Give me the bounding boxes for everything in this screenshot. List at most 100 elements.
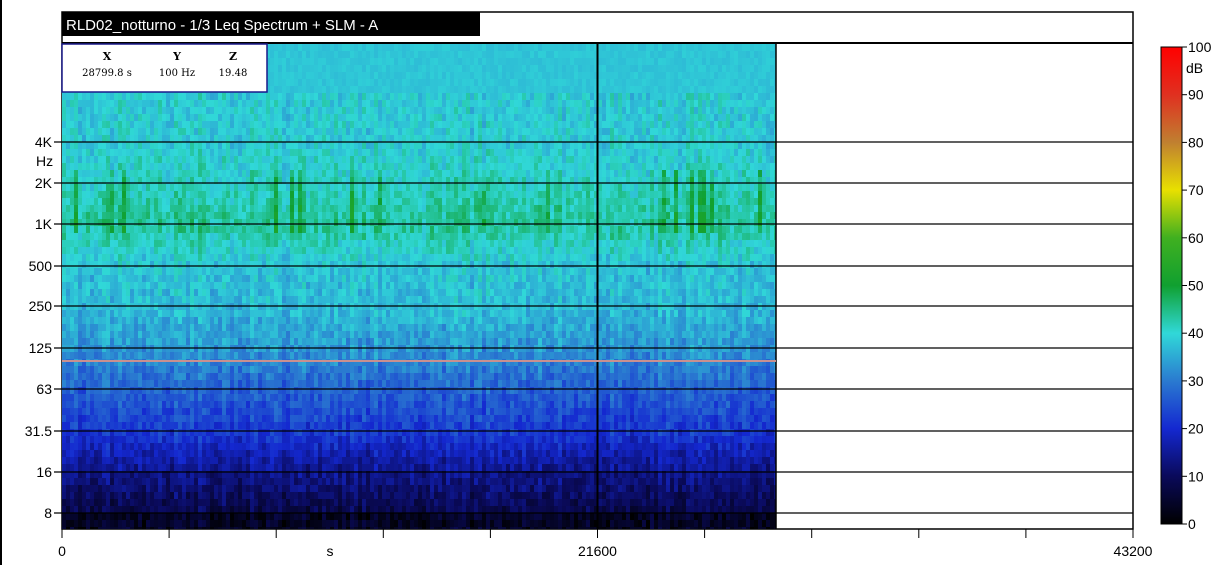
- spectrogram-cell: [346, 156, 350, 163]
- spectrogram-cell: [126, 520, 130, 527]
- spectrogram-cell: [206, 114, 210, 121]
- spectrogram-cell: [126, 135, 130, 142]
- spectrogram-cell: [330, 268, 334, 275]
- spectrogram-cell: [346, 149, 350, 156]
- spectrogram-cell: [78, 436, 82, 443]
- spectrogram-cell: [90, 219, 94, 226]
- spectrogram-cell: [294, 394, 298, 401]
- spectrogram-cell: [306, 79, 310, 86]
- spectrogram-cell: [286, 415, 290, 422]
- spectrogram-cell: [190, 394, 194, 401]
- spectrogram-cell: [94, 331, 98, 338]
- spectrogram-cell: [326, 254, 330, 261]
- spectrogram-cell: [138, 177, 142, 184]
- spectrogram-cell: [150, 352, 154, 359]
- spectrogram-cell: [158, 387, 162, 394]
- spectrogram-cell: [262, 394, 266, 401]
- spectrogram-cell: [254, 128, 258, 135]
- spectrogram-cell: [154, 506, 158, 513]
- spectrogram-cell: [306, 275, 310, 282]
- spectrogram-cell: [226, 233, 230, 240]
- spectrogram-cell: [338, 422, 342, 429]
- spectrogram-cell: [210, 149, 214, 156]
- spectrogram-cell: [202, 359, 206, 366]
- spectrogram-cell: [250, 429, 254, 436]
- spectrogram-cell: [294, 254, 298, 261]
- spectrogram-cell: [138, 219, 142, 226]
- spectrogram-cell: [310, 387, 314, 394]
- spectrogram-cell: [98, 107, 102, 114]
- spectrogram-cell: [250, 128, 254, 135]
- spectrogram-cell: [90, 261, 94, 268]
- spectrogram-cell: [234, 205, 238, 212]
- spectrogram-cell: [218, 107, 222, 114]
- spectrogram-cell: [174, 289, 178, 296]
- spectrogram-cell: [298, 457, 302, 464]
- spectrogram-cell: [150, 198, 154, 205]
- spectrogram-cell: [122, 478, 126, 485]
- spectrogram-cell: [174, 464, 178, 471]
- spectrogram-cell: [330, 79, 334, 86]
- spectrogram-cell: [142, 310, 146, 317]
- spectrogram-cell: [334, 485, 338, 492]
- spectrogram-cell: [178, 233, 182, 240]
- spectrogram-cell: [110, 464, 114, 471]
- spectrogram-cell: [230, 317, 234, 324]
- spectrogram-cell: [102, 352, 106, 359]
- spectrogram-cell: [218, 506, 222, 513]
- spectrogram-cell: [342, 93, 346, 100]
- spectrogram-cell: [102, 156, 106, 163]
- spectrogram-cell: [310, 485, 314, 492]
- spectrogram-cell: [150, 527, 154, 529]
- spectrogram-cell: [110, 198, 114, 205]
- spectrogram-cell: [250, 324, 254, 331]
- spectrogram-cell: [270, 135, 274, 142]
- spectrogram-cell: [322, 408, 326, 415]
- spectrogram-cell: [142, 513, 146, 520]
- spectrogram-cell: [166, 233, 170, 240]
- spectrogram-cell: [114, 128, 118, 135]
- spectrogram-cell: [330, 44, 334, 51]
- spectrogram-cell: [154, 499, 158, 506]
- spectrogram-cell: [174, 282, 178, 289]
- spectrogram-cell: [310, 163, 314, 170]
- spectrogram-cell: [158, 499, 162, 506]
- spectrogram-cell: [194, 324, 198, 331]
- spectrogram-cell: [302, 268, 306, 275]
- spectrogram-cell: [134, 184, 138, 191]
- spectrogram-cell: [262, 205, 266, 212]
- spectrogram-cell: [158, 163, 162, 170]
- spectrogram-cell: [270, 289, 274, 296]
- spectrogram-cell: [342, 142, 346, 149]
- spectrogram-cell: [94, 499, 98, 506]
- spectrogram-cell: [306, 198, 310, 205]
- spectrogram-cell: [230, 275, 234, 282]
- spectrogram-cell: [162, 268, 166, 275]
- spectrogram-cell: [222, 205, 226, 212]
- spectrogram-cell: [166, 240, 170, 247]
- spectrogram-cell: [330, 373, 334, 380]
- spectrogram-cell: [214, 156, 218, 163]
- spectrogram-cell: [278, 261, 282, 268]
- spectrogram-cell: [114, 527, 118, 529]
- spectrogram-cell: [326, 114, 330, 121]
- spectrogram-cell: [194, 422, 198, 429]
- spectrogram-cell: [190, 100, 194, 107]
- spectrogram-cell: [334, 86, 338, 93]
- spectrogram-cell: [198, 373, 202, 380]
- spectrogram-cell: [246, 205, 250, 212]
- spectrogram-cell: [182, 457, 186, 464]
- spectrogram-cell: [222, 219, 226, 226]
- spectrogram-cell: [322, 373, 326, 380]
- spectrogram-cell: [154, 198, 158, 205]
- spectrogram-cell: [258, 359, 262, 366]
- spectrogram-cell: [334, 450, 338, 457]
- spectrogram-cell: [162, 436, 166, 443]
- spectrogram-cell: [82, 226, 86, 233]
- spectrogram-cell: [134, 506, 138, 513]
- spectrogram-cell: [318, 184, 322, 191]
- spectrogram-cell: [330, 142, 334, 149]
- spectrogram-cell: [106, 247, 110, 254]
- spectrogram-cell: [322, 324, 326, 331]
- spectrogram-cell: [274, 457, 278, 464]
